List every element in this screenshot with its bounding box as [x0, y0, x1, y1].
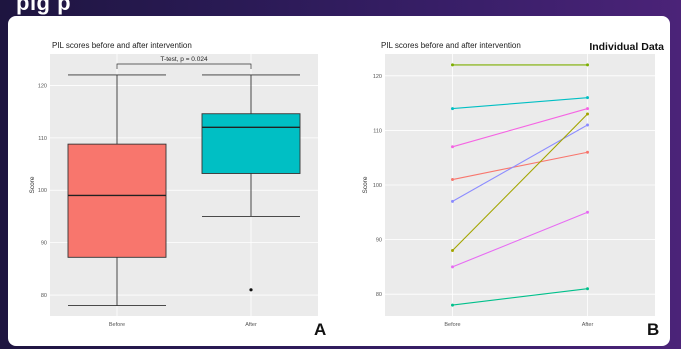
x-tick-label: Before — [444, 322, 460, 328]
outlier-point — [249, 288, 253, 292]
series-point — [451, 265, 454, 269]
y-axis-label: Score — [29, 176, 36, 193]
y-tick-label: 80 — [41, 293, 47, 299]
figure-card: PIL scores before and after intervention… — [8, 16, 670, 346]
series-point — [586, 210, 589, 214]
boxplot-panel: PIL scores before and after intervention… — [29, 41, 326, 338]
series-point — [451, 178, 454, 182]
boxplot-plot-area: 80 90 100 110 120 Before After Score T-test, p =… — [29, 54, 318, 328]
series-point — [451, 145, 454, 149]
panel-letter-a: A — [314, 320, 326, 338]
series-point — [586, 123, 589, 127]
series-point — [586, 63, 589, 67]
series-point — [586, 150, 589, 154]
x-tick-label: After — [582, 322, 594, 328]
y-tick-label: 110 — [373, 128, 382, 134]
series-point — [586, 107, 589, 111]
y-tick-label: 90 — [41, 241, 47, 247]
individual-data-heading: Individual Data — [589, 41, 664, 53]
box-after — [201, 113, 301, 174]
box-before — [67, 143, 167, 258]
y-tick-label: 80 — [376, 292, 382, 298]
y-tick-label: 90 — [376, 238, 382, 244]
significance-bracket — [116, 63, 252, 69]
boxplot-title: PIL scores before and after intervention — [52, 41, 192, 50]
series-point — [586, 112, 589, 116]
series-line — [452, 97, 588, 110]
series-point — [586, 96, 589, 100]
series-point — [451, 63, 454, 67]
x-tick-label: After — [245, 322, 257, 328]
series-point — [451, 249, 454, 252]
series-point — [586, 287, 589, 291]
series-point — [451, 199, 454, 203]
series-point — [451, 303, 454, 307]
series-point — [451, 107, 454, 111]
series-line — [452, 113, 588, 251]
series-line — [452, 288, 588, 306]
series-line — [452, 211, 588, 268]
individual-lines-panel: PIL scores before and after intervention… — [362, 41, 664, 338]
header-text-fragment: pig p — [16, 0, 72, 15]
y-axis-label: Score — [362, 176, 369, 193]
ttest-annotation: T-test, p = 0.024 — [160, 56, 208, 63]
x-tick-label: Before — [109, 322, 125, 328]
y-tick-label: 120 — [38, 83, 47, 89]
y-tick-label: 100 — [38, 188, 47, 194]
series-line — [452, 108, 588, 148]
series-line — [452, 151, 588, 181]
y-tick-label: 120 — [373, 74, 382, 80]
panel-letter-b: B — [647, 320, 659, 338]
lines-title: PIL scores before and after intervention — [381, 41, 521, 50]
y-tick-label: 100 — [373, 183, 382, 189]
series-line — [452, 124, 588, 202]
y-tick-label: 110 — [38, 136, 47, 142]
lines-plot-area: 80 90 100 110 120 Before After Score — [362, 54, 655, 328]
